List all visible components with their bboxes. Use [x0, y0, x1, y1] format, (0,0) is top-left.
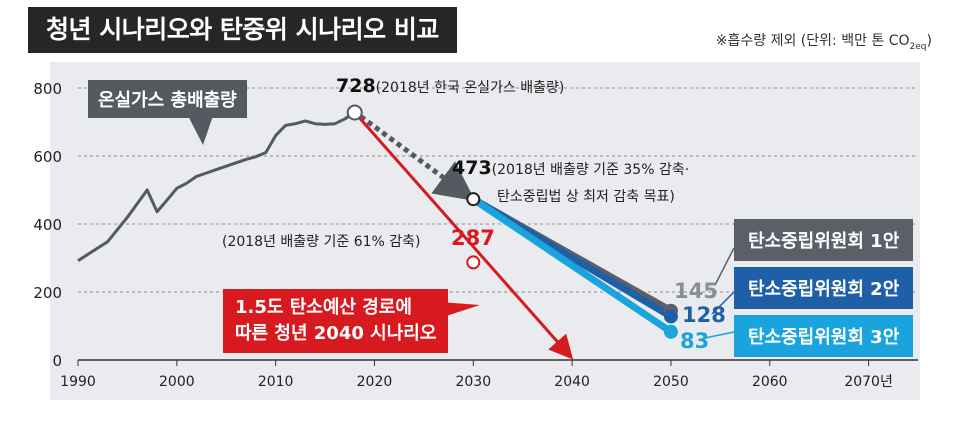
- plan2-label: 탄소중립위원회 2안: [734, 267, 914, 309]
- x-tick-label: 2020: [357, 374, 393, 390]
- youth-2030-value: 287: [451, 226, 495, 250]
- youth-reduction-note: (2018년 배출량 기준 61% 감축): [222, 234, 421, 250]
- plan2-leader: [711, 291, 735, 315]
- youth-2030-point: [466, 255, 481, 270]
- plan1-label: 탄소중립위원회 1안: [734, 219, 914, 261]
- total-emission-line: [77, 111, 356, 262]
- x-tick-label: 2010: [258, 374, 294, 390]
- total-emission-label: 온실가스 총배출량: [88, 80, 247, 118]
- plan3-label: 탄소중립위원회 3안: [734, 315, 914, 357]
- y-tick-label: 0: [52, 352, 62, 370]
- target-annotation: 473(2018년 배출량 기준 35% 감축·: [452, 157, 689, 179]
- target-note-1: (2018년 배출량 기준 35% 감축·: [491, 162, 690, 178]
- plan2-value: 128: [682, 303, 726, 327]
- x-tick-label: 2040: [554, 374, 590, 390]
- peak-value: 728: [336, 75, 376, 97]
- y-tick-label: 200: [33, 284, 62, 302]
- x-tick-label: 1990: [60, 374, 96, 390]
- plan3-2050-point: [663, 324, 678, 339]
- youth-scenario-label-line2: 따른 청년 2040 시나리오: [235, 323, 437, 344]
- y-tick-label: 800: [33, 80, 62, 98]
- plan2-2050-point: [663, 309, 678, 324]
- target-value: 473: [452, 157, 492, 179]
- peak-annotation: 728(2018년 한국 온실가스 배출량): [336, 75, 564, 97]
- x-tick-label: 2000: [159, 374, 195, 390]
- y-tick-label: 400: [33, 216, 62, 234]
- x-tick-label: 2050: [653, 374, 689, 390]
- x-tick-label: 2030: [455, 374, 491, 390]
- unit-note: ※흡수량 제외 (단위: 백만 톤 CO2eq): [715, 33, 932, 52]
- x-tick-label: 2070년: [844, 374, 893, 390]
- peak-2018-point: [346, 104, 363, 121]
- youth-scenario-label-line1: 1.5도 탄소예산 경로에: [235, 297, 412, 318]
- target-path-line: [359, 114, 476, 202]
- y-tick-label: 600: [33, 148, 62, 166]
- chart-title: 청년 시나리오와 탄중위 시나리오 비교: [28, 7, 457, 53]
- target-note-2: 탄소중립법 상 최저 감축 목표): [497, 189, 675, 205]
- plan3-leader: [704, 331, 735, 339]
- x-tick-label: 2060: [752, 374, 788, 390]
- youth-scenario-line: [353, 111, 574, 360]
- youth-scenario-label: 1.5도 탄소예산 경로에 따른 청년 2040 시나리오: [223, 289, 449, 353]
- plan3-line: [469, 195, 675, 336]
- plan1-value: 145: [674, 279, 718, 303]
- target-2030-point: [466, 192, 481, 207]
- total-label-pointer: [185, 110, 215, 145]
- youth-label-pointer: [440, 302, 480, 318]
- peak-note: (2018년 한국 온실가스 배출량): [375, 80, 565, 96]
- plan3-value: 83: [680, 329, 710, 353]
- plan1-leader: [714, 247, 735, 286]
